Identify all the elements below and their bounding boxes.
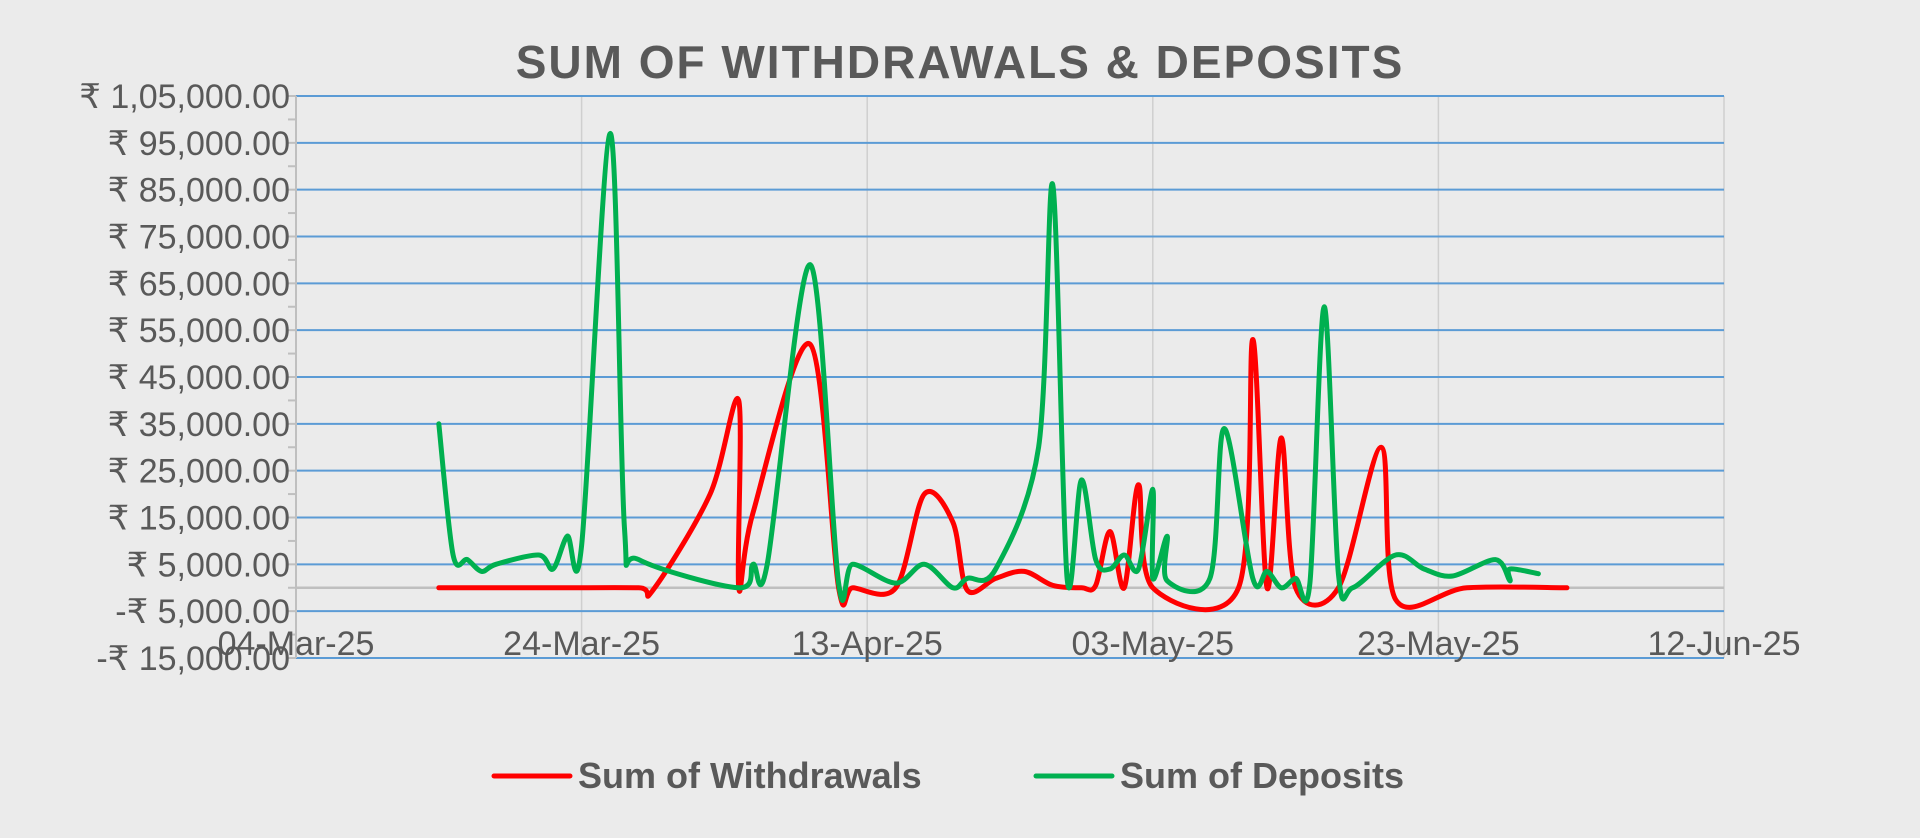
y-tick-label: ₹ 45,000.00 xyxy=(108,359,290,397)
x-tick-label: 04-Mar-25 xyxy=(218,625,375,663)
x-tick-label: 13-Apr-25 xyxy=(792,625,943,663)
series-line-sum-of-withdrawals xyxy=(436,337,1570,613)
series-lines xyxy=(436,130,1570,613)
series-line-sum-of-deposits xyxy=(436,130,1541,604)
y-tick-label: ₹ 55,000.00 xyxy=(108,312,290,350)
y-tick-label: -₹ 5,000.00 xyxy=(115,593,290,631)
x-tick-label: 12-Jun-25 xyxy=(1647,625,1800,663)
x-tick-label: 24-Mar-25 xyxy=(503,625,660,663)
chart-title: SUM OF WITHDRAWALS & DEPOSITS xyxy=(516,36,1405,88)
y-tick-label: ₹ 15,000.00 xyxy=(108,500,290,538)
y-tick-label: ₹ 35,000.00 xyxy=(108,406,290,444)
legend: Sum of Withdrawals Sum of Deposits xyxy=(491,755,1404,796)
y-tick-label: ₹ 1,05,000.00 xyxy=(79,78,290,116)
y-tick-label: ₹ 25,000.00 xyxy=(108,453,290,491)
y-tick-label: ₹ 65,000.00 xyxy=(108,265,290,303)
x-tick-label: 23-May-25 xyxy=(1357,625,1520,663)
legend-label-sum-of-withdrawals: Sum of Withdrawals xyxy=(578,755,922,796)
grid xyxy=(295,95,1725,659)
y-tick-label: ₹ 85,000.00 xyxy=(108,172,290,210)
legend-label-sum-of-deposits: Sum of Deposits xyxy=(1120,755,1404,796)
y-tick-label: ₹ 75,000.00 xyxy=(108,219,290,257)
y-tick-label: -₹ 15,000.00 xyxy=(96,640,290,678)
x-tick-label: 03-May-25 xyxy=(1072,625,1235,663)
y-tick-label: ₹ 5,000.00 xyxy=(127,546,290,584)
tick-labels: 04-Mar-25 24-Mar-25 13-Apr-25 03-May-25 23-M… xyxy=(79,78,1800,678)
y-tick-label: ₹ 95,000.00 xyxy=(108,125,290,163)
